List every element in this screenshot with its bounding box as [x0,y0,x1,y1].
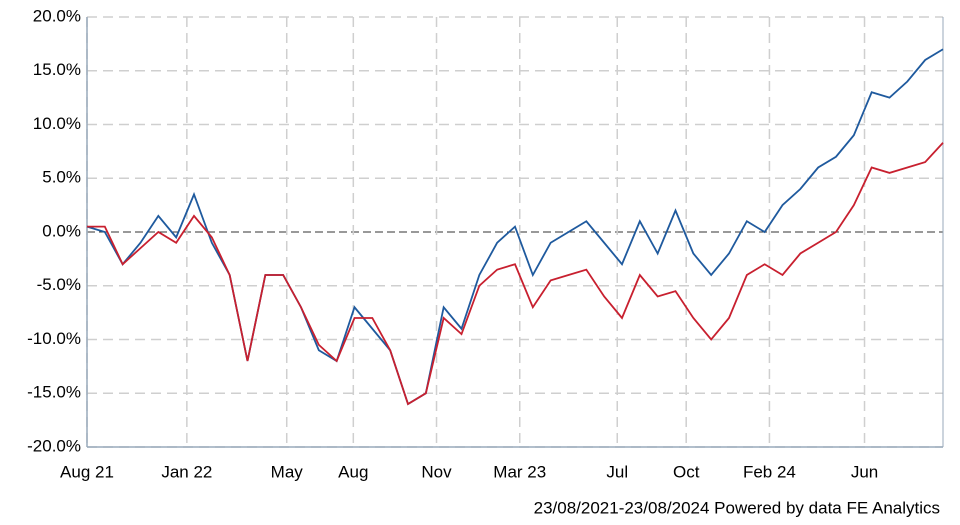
x-tick-label: Oct [673,462,700,481]
y-tick-label: -5.0% [37,275,81,294]
series-line [86,48,944,406]
y-tick-label: 15.0% [33,60,81,79]
y-tick-label: 0.0% [42,221,81,240]
series-line [87,142,944,406]
y-tick-label: 20.0% [33,6,81,25]
x-tick-label: Aug [338,462,368,481]
x-tick-label: May [271,462,304,481]
x-tick-label: Jun [851,462,878,481]
x-tick-label: Feb 24 [743,462,796,481]
x-tick-label: Jul [606,462,628,481]
y-tick-label: 5.0% [42,168,81,187]
x-tick-label: Aug 21 [60,462,114,481]
y-tick-label: -15.0% [27,383,81,402]
y-tick-label: 10.0% [33,114,81,133]
y-tick-label: -20.0% [27,436,81,455]
y-tick-label: -10.0% [27,329,81,348]
x-tick-label: Mar 23 [493,462,546,481]
footer: 23/08/2021-23/08/2024 Powered by data FE… [534,498,940,517]
x-tick-label: Jan 22 [161,462,212,481]
x-tick-label: Nov [421,462,452,481]
